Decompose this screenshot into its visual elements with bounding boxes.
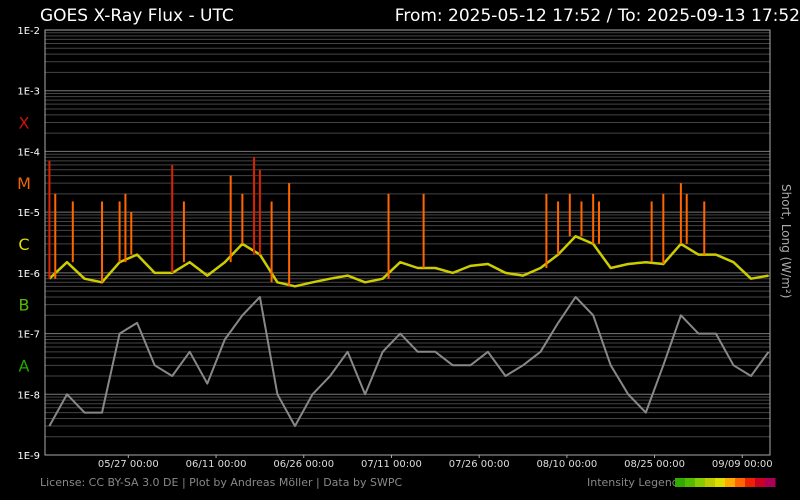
flare-class-b: B	[19, 296, 30, 315]
intensity-legend-swatch	[715, 478, 726, 487]
plot-frame	[44, 29, 771, 456]
date-range: From: 2025-05-12 17:52 / To: 2025-09-13 …	[395, 6, 800, 26]
y-axis-ticks: 1E-2 1E-3 1E-4 1E-5 1E-6 1E-7 1E-8 1E-9	[17, 26, 40, 462]
flare-class-c: C	[18, 235, 29, 254]
x-tick-label: 07/26 00:00	[449, 459, 510, 470]
intensity-legend-swatch	[675, 478, 686, 487]
flare-class-labels: X M C B A	[17, 113, 31, 375]
x-tick-label: 08/25 00:00	[624, 459, 685, 470]
intensity-legend-swatch	[745, 478, 756, 487]
intensity-legend-swatch	[735, 478, 746, 487]
y-tick-label: 1E-9	[17, 451, 40, 462]
flare-class-m: M	[17, 174, 31, 193]
y-tick-label: 1E-8	[17, 390, 40, 401]
grid-lines	[45, 32, 770, 456]
y-tick-label: 1E-5	[17, 208, 40, 219]
short-wavelength-series-layer	[48, 296, 770, 427]
long-wavelength-series	[48, 235, 769, 288]
x-tick-label: 08/10 00:00	[536, 459, 597, 470]
y-tick-label: 1E-4	[17, 147, 40, 158]
x-tick-label: 09/09 00:00	[712, 459, 773, 470]
intensity-legend-label: Intensity Legend	[587, 476, 679, 489]
x-axis-ticks: 05/27 00:00 06/11 00:00 06/26 00:00 07/11 0…	[98, 455, 773, 470]
intensity-legend-swatch	[695, 478, 706, 487]
long-wavelength-series-layer	[48, 235, 769, 288]
flare-class-a: A	[19, 356, 30, 375]
flare-peaks-layer	[48, 157, 706, 287]
intensity-legend-swatch	[755, 478, 766, 487]
intensity-legend-swatch	[705, 478, 716, 487]
license-text[interactable]: License: CC BY-SA 3.0 DE | Plot by Andre…	[40, 476, 402, 489]
y-tick-label: 1E-7	[17, 330, 40, 341]
x-tick-label: 06/26 00:00	[273, 459, 334, 470]
y-axis-label: Short, Long (W/m²)	[779, 184, 793, 298]
intensity-legend-bar	[675, 478, 776, 487]
intensity-legend-swatch	[725, 478, 736, 487]
x-tick-label: 06/11 00:00	[186, 459, 247, 470]
chart-title: GOES X-Ray Flux - UTC	[40, 6, 234, 26]
x-tick-label: 05/27 00:00	[98, 459, 159, 470]
intensity-legend-swatch	[685, 478, 696, 487]
intensity-legend-swatch	[765, 478, 776, 487]
y-tick-label: 1E-3	[17, 87, 40, 98]
y-tick-label: 1E-2	[17, 26, 40, 37]
flare-class-x: X	[19, 113, 30, 132]
y-tick-label: 1E-6	[17, 269, 40, 280]
x-tick-label: 07/11 00:00	[361, 459, 422, 470]
short-wavelength-series	[48, 296, 770, 427]
